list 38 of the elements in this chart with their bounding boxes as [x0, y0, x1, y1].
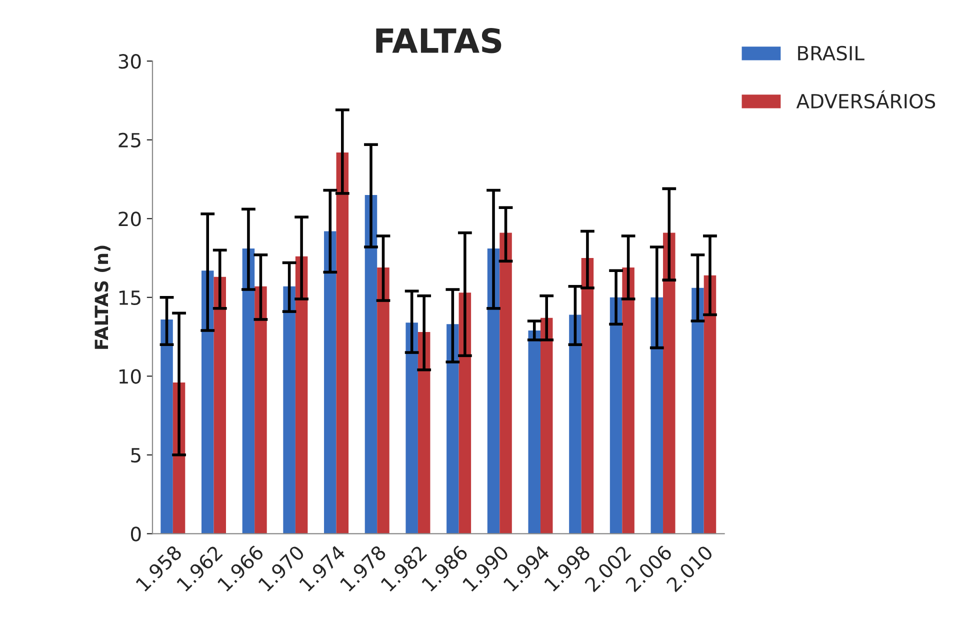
- y-tick-label: 20: [118, 212, 141, 226]
- bar: [540, 318, 553, 534]
- bar: [242, 248, 255, 534]
- bar: [622, 267, 634, 534]
- y-tick-label: 15: [119, 290, 140, 306]
- bar: [254, 286, 267, 534]
- y-tick-label: 0: [130, 526, 141, 542]
- legend-label: BRASIL: [798, 46, 864, 61]
- chart-title: FALTAS: [376, 28, 502, 54]
- bar: [650, 297, 664, 534]
- bar: [500, 232, 512, 534]
- bar: [160, 319, 173, 534]
- bar: [704, 275, 716, 534]
- bar: [487, 248, 500, 534]
- bar: [692, 288, 704, 534]
- bar: [336, 152, 349, 534]
- y-tick-label: 5: [131, 448, 140, 463]
- bar: [581, 258, 594, 534]
- y-axis-title: FALTAS (n): [94, 246, 110, 349]
- bar: [201, 270, 214, 534]
- bar: [569, 314, 582, 534]
- bar: [458, 292, 472, 534]
- bar: [377, 267, 390, 534]
- legend-label: ADVERSÁRIOS: [796, 90, 936, 109]
- y-tick-label: 10: [119, 369, 141, 384]
- bar: [324, 231, 336, 534]
- bar: [364, 194, 378, 534]
- bar: [528, 330, 540, 534]
- bar: [663, 232, 676, 534]
- bar: [214, 276, 226, 534]
- bar: [283, 286, 296, 534]
- bar: [295, 256, 308, 534]
- bar: [446, 324, 459, 534]
- bar: [418, 332, 430, 534]
- bar: [406, 322, 418, 534]
- y-tick-label: 30: [118, 54, 141, 69]
- bar: [610, 297, 622, 534]
- y-tick-label: 25: [118, 132, 140, 148]
